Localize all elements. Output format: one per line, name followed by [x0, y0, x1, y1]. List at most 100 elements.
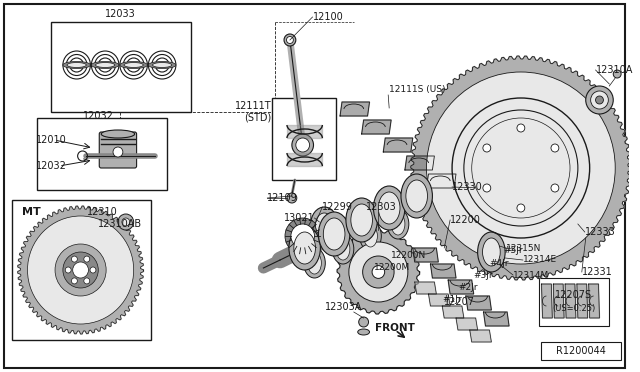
- FancyBboxPatch shape: [99, 132, 136, 168]
- Polygon shape: [565, 284, 576, 318]
- Text: 12303A: 12303A: [325, 302, 363, 312]
- Polygon shape: [383, 138, 413, 152]
- Circle shape: [596, 96, 604, 104]
- Text: 12314M: 12314M: [513, 270, 549, 279]
- Circle shape: [483, 184, 491, 192]
- Polygon shape: [18, 206, 143, 334]
- Polygon shape: [362, 120, 391, 134]
- Ellipse shape: [310, 207, 338, 243]
- Polygon shape: [466, 296, 492, 310]
- Polygon shape: [448, 280, 474, 294]
- Circle shape: [84, 256, 90, 262]
- Text: #2Jr: #2Jr: [458, 283, 477, 292]
- Circle shape: [492, 138, 550, 198]
- Ellipse shape: [391, 213, 405, 235]
- Circle shape: [508, 147, 513, 153]
- Text: #4Jr: #4Jr: [490, 260, 509, 269]
- Circle shape: [613, 70, 621, 78]
- Ellipse shape: [374, 186, 405, 230]
- Text: 12109: 12109: [268, 193, 298, 203]
- Circle shape: [528, 147, 534, 153]
- Circle shape: [372, 266, 385, 278]
- Text: 12032: 12032: [83, 111, 114, 121]
- Polygon shape: [470, 330, 492, 342]
- Ellipse shape: [92, 61, 119, 68]
- Ellipse shape: [351, 204, 372, 236]
- Ellipse shape: [63, 61, 90, 68]
- Polygon shape: [442, 306, 464, 318]
- Ellipse shape: [319, 212, 350, 256]
- Ellipse shape: [323, 218, 345, 250]
- Bar: [51, 22, 191, 112]
- Text: R1200044: R1200044: [556, 346, 605, 356]
- Ellipse shape: [101, 130, 134, 138]
- Ellipse shape: [336, 238, 350, 260]
- Text: 12314E: 12314E: [523, 256, 557, 264]
- Text: 12330: 12330: [452, 182, 483, 192]
- Circle shape: [426, 72, 615, 264]
- Polygon shape: [426, 174, 456, 188]
- Circle shape: [509, 156, 532, 180]
- Text: 12032: 12032: [36, 161, 67, 171]
- Text: 12200: 12200: [450, 215, 481, 225]
- Circle shape: [287, 193, 297, 203]
- Ellipse shape: [378, 192, 400, 224]
- Polygon shape: [456, 318, 477, 330]
- Ellipse shape: [406, 180, 428, 212]
- Bar: [538, 278, 609, 326]
- Polygon shape: [431, 264, 456, 278]
- Circle shape: [296, 138, 310, 152]
- Circle shape: [483, 144, 491, 152]
- Ellipse shape: [316, 213, 333, 237]
- Text: 12310: 12310: [86, 207, 117, 217]
- Text: 13021: 13021: [284, 213, 314, 223]
- Text: 12333: 12333: [585, 227, 616, 237]
- Circle shape: [538, 165, 545, 171]
- Text: 12010: 12010: [36, 135, 67, 145]
- Bar: [541, 342, 621, 360]
- Ellipse shape: [308, 252, 321, 274]
- Polygon shape: [413, 248, 438, 262]
- Circle shape: [591, 91, 609, 109]
- Text: 12310A: 12310A: [596, 65, 633, 75]
- Ellipse shape: [477, 232, 505, 272]
- Ellipse shape: [387, 209, 409, 239]
- Circle shape: [508, 183, 513, 189]
- Text: 12207S: 12207S: [556, 290, 593, 300]
- Ellipse shape: [360, 221, 381, 251]
- Circle shape: [472, 118, 570, 218]
- Circle shape: [113, 147, 123, 157]
- Circle shape: [122, 218, 130, 226]
- Circle shape: [358, 317, 369, 327]
- Ellipse shape: [152, 62, 172, 67]
- Polygon shape: [429, 294, 450, 306]
- Ellipse shape: [332, 234, 354, 264]
- Circle shape: [63, 252, 99, 288]
- Text: 12111S (US): 12111S (US): [389, 85, 445, 94]
- Circle shape: [497, 165, 503, 171]
- Text: 12303: 12303: [366, 202, 397, 212]
- Bar: [12, 200, 151, 340]
- Ellipse shape: [294, 232, 316, 264]
- Circle shape: [284, 34, 296, 46]
- Text: MT: MT: [22, 207, 40, 217]
- Ellipse shape: [364, 225, 378, 247]
- Circle shape: [65, 267, 71, 273]
- Circle shape: [28, 216, 134, 324]
- Circle shape: [517, 204, 525, 212]
- Circle shape: [72, 278, 77, 284]
- Circle shape: [55, 244, 106, 296]
- Polygon shape: [287, 153, 323, 166]
- Circle shape: [349, 242, 408, 302]
- Bar: [37, 118, 167, 190]
- Polygon shape: [484, 312, 509, 326]
- Text: 12200N: 12200N: [391, 250, 426, 260]
- Ellipse shape: [303, 248, 325, 278]
- Polygon shape: [577, 284, 588, 318]
- Text: 12331: 12331: [582, 267, 612, 277]
- Text: 12207: 12207: [444, 297, 476, 307]
- Ellipse shape: [483, 238, 500, 266]
- Polygon shape: [589, 284, 600, 318]
- Polygon shape: [287, 125, 323, 138]
- Text: 12200M: 12200M: [374, 263, 410, 273]
